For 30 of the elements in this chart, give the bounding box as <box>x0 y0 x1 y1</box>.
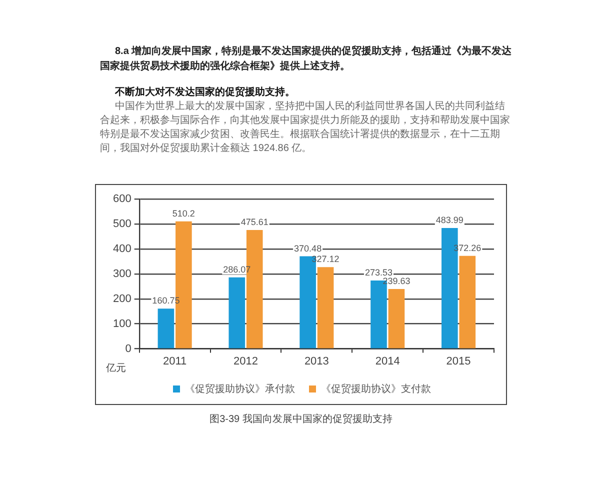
data-label: 273.53 <box>364 267 393 278</box>
y-tick-label: 600 <box>112 193 132 206</box>
y-tick-label: 0 <box>125 342 132 355</box>
bar <box>459 256 476 348</box>
chart-subtitle: 不断加大对不发达国家的促贸援助支持。 <box>115 86 295 100</box>
data-label: 510.2 <box>172 208 195 218</box>
data-label: 370.48 <box>294 243 322 254</box>
y-axis-title: 亿元 <box>105 362 126 374</box>
data-label: 239.63 <box>382 276 410 286</box>
y-tick-label: 300 <box>112 268 132 280</box>
legend-label: 《促贸援助协议》承付款 <box>185 382 295 395</box>
x-tick-label: 2015 <box>446 355 471 368</box>
bar <box>317 267 334 348</box>
y-tick-label: 100 <box>112 318 132 330</box>
bar <box>388 288 405 348</box>
y-tick-label: 500 <box>112 218 132 230</box>
chart-title: 8.a 增加向发展中国家，特别是最不发达国家提供的促贸援助支持，包括通过《为最不发达国家提供贸易技术援助的强化综合框架》提供上述支持。 <box>100 44 512 74</box>
x-tick-label: 2012 <box>234 355 258 368</box>
y-tick-label: 200 <box>112 292 132 305</box>
bar <box>228 277 246 348</box>
x-tick-label: 2013 <box>304 355 329 368</box>
data-label: 483.99 <box>436 214 464 225</box>
text: 中国作为世界上最大的发展中国家，坚持把中国人民的利益同世界各国人民的共同利益结合起来，积极参与国际合作，向其他发展中国家提供力所能及的援助，支持和帮助发展中国家特别是最不发达国家减少贫困、改善民生。根据联合国统计署提供的数据显示，在十二五期间，我国对外促贸援助累计金额达 1924.86 亿。 <box>100 100 511 156</box>
y-tick-label: 400 <box>112 242 132 255</box>
legend-label: 《促贸援助协议》支付款 <box>321 382 431 395</box>
caption: 图3-39 我国向发展中国家的促贸援助支持 <box>208 412 394 426</box>
x-tick-label: 2014 <box>375 355 400 368</box>
x-tick-label: 2011 <box>162 355 187 368</box>
bar <box>158 308 174 348</box>
data-label: 475.61 <box>240 217 268 228</box>
